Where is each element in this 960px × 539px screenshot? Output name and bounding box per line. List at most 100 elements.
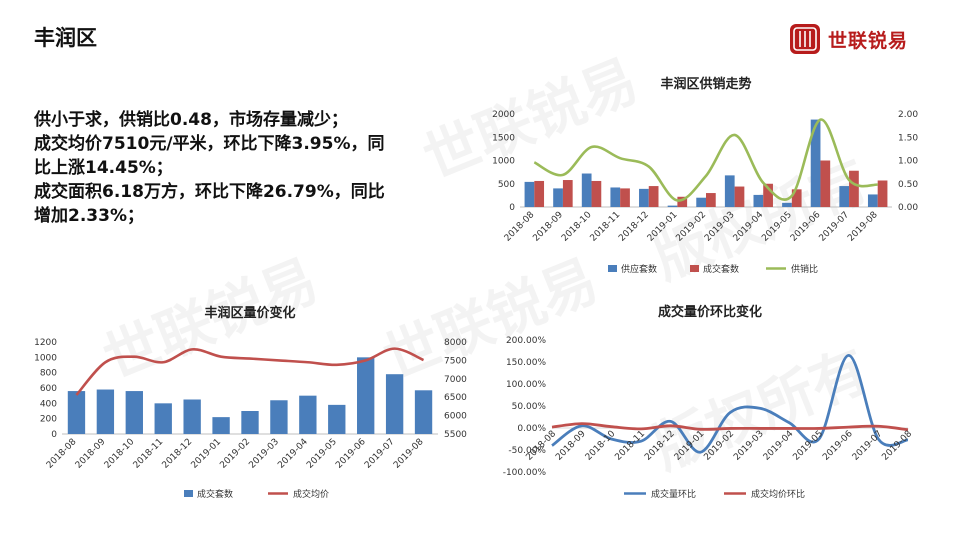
bar-成交套数 [820,160,831,207]
x-tick-label: 2018-10 [560,210,594,244]
bar-供应套数 [696,197,706,207]
x-tick-label: 2019-07 [851,429,885,463]
bar-成交套数 [212,417,230,434]
y-right-tick-label: 6000 [444,412,467,422]
x-tick-label: 2018-09 [74,437,108,471]
legend-label: 供应套数 [621,263,657,275]
x-tick-label: 2018-08 [503,210,537,244]
x-tick-label: 2018-12 [161,437,195,471]
y-left-tick-label: 600 [40,384,57,394]
bar-成交套数 [677,196,688,207]
bar-供应套数 [581,173,592,207]
bar-成交套数 [791,189,802,207]
y-left-tick-label: 2000 [492,110,515,120]
x-tick-label: 2019-03 [247,437,281,471]
y-right-tick-label: 0.00 [898,203,918,213]
bar-成交套数 [877,180,888,207]
summary-line: 供小于求，供销比0.48，市场存量减少； [34,110,348,130]
mom-change-chart: 成交量价环比变化 -100.00% -50.00% 0.00% 50.00% 100.00… [503,304,915,500]
x-tick-label: 2019-08 [392,437,426,471]
x-tick-label: 2019-02 [218,437,252,471]
chart-title: 丰润区量价变化 [204,305,295,321]
bar-供应套数 [667,205,678,207]
x-tick-label: 2019-01 [646,210,680,244]
bar-成交套数 [67,391,86,434]
line-供销比 [533,118,878,202]
legend-label: 成交均价环比 [751,488,805,500]
summary-line: 增加2.33%； [34,206,144,226]
y-left-tick-label: 0 [509,203,515,213]
supply-sales-chart: 丰润区供销走势 0 500 1000 1500 2000 0.00 0.50 1.00 1.50 2… [492,76,918,275]
bar-成交套数 [96,389,115,434]
bar-供应套数 [839,186,850,207]
y-left-tick-label: 1000 [34,353,57,363]
logo-text: 世联锐易 [828,29,909,52]
x-tick-label: 2018-09 [554,429,588,463]
x-tick-label: 2018-12 [617,210,651,244]
x-tick-label: 2018-10 [103,437,137,471]
legend-label: 成交套数 [197,488,233,500]
bar-成交套数 [414,390,433,434]
x-tick-label: 2019-02 [674,210,708,244]
summary-text: 供小于求，供销比0.48，市场存量减少； 成交均价7510元/平米，环比下降3.… [34,108,484,228]
bar-供应套数 [753,194,764,207]
bar-成交套数 [648,186,659,207]
line-成交均价环比 [551,422,909,432]
bar-供应套数 [867,194,878,207]
y-left-tick-label: 1000 [492,157,515,167]
y-right-tick-label: 1.50 [898,133,918,143]
bar-供应套数 [724,175,735,207]
summary-line: 比上涨14.45%； [34,158,173,178]
x-tick-label: 2018-12 [643,429,677,463]
y-left-tick-label: 500 [498,180,515,190]
y-tick-label: -50.00% [508,446,546,456]
legend-swatch [690,265,699,272]
bar-成交套数 [734,186,745,207]
legend-swatch [608,265,617,272]
x-tick-label: 2019-06 [821,429,855,463]
bar-成交套数 [357,357,375,434]
bar-成交套数 [849,170,859,207]
bar-供应套数 [810,119,821,207]
x-tick-label: 2019-03 [732,429,766,463]
chart-title: 成交量价环比变化 [658,304,762,320]
y-right-tick-label: 6500 [444,393,467,403]
y-tick-label: 50.00% [512,402,547,412]
bar-成交套数 [270,400,288,434]
y-right-tick-label: 7000 [444,375,467,385]
x-tick-label: 2019-04 [276,437,310,471]
x-tick-label: 2019-06 [789,210,823,244]
y-tick-label: 0.00% [517,424,546,434]
x-tick-label: 2019-04 [732,210,766,244]
x-tick-label: 2019-08 [846,210,880,244]
x-tick-label: 2019-06 [334,437,368,471]
y-right-tick-label: 5500 [444,430,467,440]
summary-line: 成交均价7510元/平米，环比下降3.95%，同 [34,134,385,154]
legend-swatch [184,490,193,497]
y-left-tick-label: 400 [40,399,57,409]
page-title: 丰润区 [34,26,97,50]
bar-成交套数 [328,404,346,434]
x-tick-label: 2019-05 [305,437,339,471]
x-tick-label: 2018-11 [132,437,166,471]
y-right-tick-label: 2.00 [898,110,918,120]
logo: 世联锐易 [788,22,908,56]
bar-供应套数 [553,188,563,207]
x-tick-label: 2018-08 [45,437,79,471]
bar-成交套数 [534,180,545,207]
y-right-tick-label: 0.50 [898,180,918,190]
y-left-tick-label: 1200 [34,338,57,348]
y-left-tick-label: 200 [40,415,57,425]
y-left-tick-label: 1500 [492,133,515,143]
bar-成交套数 [299,395,317,434]
y-right-tick-label: 1.00 [898,157,918,167]
bar-成交套数 [183,399,201,434]
logo-mark-icon [790,24,820,54]
x-tick-label: 2019-01 [673,429,707,463]
bar-成交套数 [154,403,172,434]
legend-label: 供销比 [791,263,818,275]
y-left-tick-label: 800 [40,369,57,379]
y-tick-label: 200.00% [506,336,546,346]
x-tick-label: 2019-04 [762,429,796,463]
x-tick-label: 2018-11 [613,429,647,463]
